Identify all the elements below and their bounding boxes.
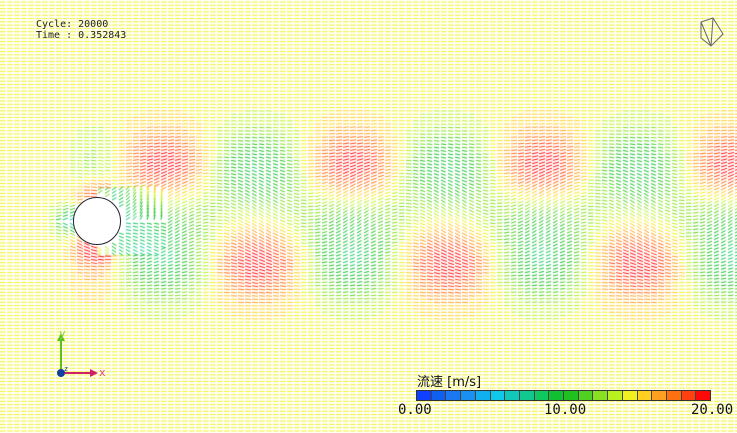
- z-axis-label: z: [64, 365, 68, 373]
- x-axis-label: x: [99, 366, 106, 379]
- legend-min-label: 0.00: [398, 402, 432, 418]
- color-scale-bar: [416, 390, 711, 401]
- color-swatch: [593, 391, 609, 400]
- color-swatch: [696, 391, 711, 400]
- color-swatch: [505, 391, 520, 400]
- color-swatch: [549, 391, 565, 400]
- view-cube-icon[interactable]: [697, 16, 727, 50]
- color-swatch: [578, 391, 594, 400]
- legend-title: 流速 [m/s]: [417, 375, 482, 390]
- color-swatch: [608, 391, 623, 400]
- color-swatch: [622, 391, 638, 400]
- color-swatch: [534, 391, 550, 400]
- legend-max-label: 20.00: [691, 402, 734, 418]
- axis-triad: y x z: [57, 327, 106, 379]
- y-axis-label: y: [59, 327, 66, 340]
- color-swatch: [637, 391, 653, 400]
- color-swatch: [564, 391, 579, 400]
- color-swatch: [461, 391, 476, 400]
- color-swatch: [652, 391, 667, 400]
- cycle-readout: Cycle: 20000: [36, 19, 109, 30]
- color-swatch: [681, 391, 697, 400]
- legend-mid-label: 10.00: [544, 402, 587, 418]
- color-swatch: [431, 391, 447, 400]
- color-swatch: [519, 391, 535, 400]
- color-swatch: [666, 391, 682, 400]
- cylinder-obstacle: [73, 197, 121, 245]
- color-swatch: [475, 391, 491, 400]
- color-swatch: [417, 391, 432, 400]
- time-readout: Time : 0.352843: [36, 30, 127, 41]
- color-swatch: [490, 391, 506, 400]
- color-swatch: [446, 391, 462, 400]
